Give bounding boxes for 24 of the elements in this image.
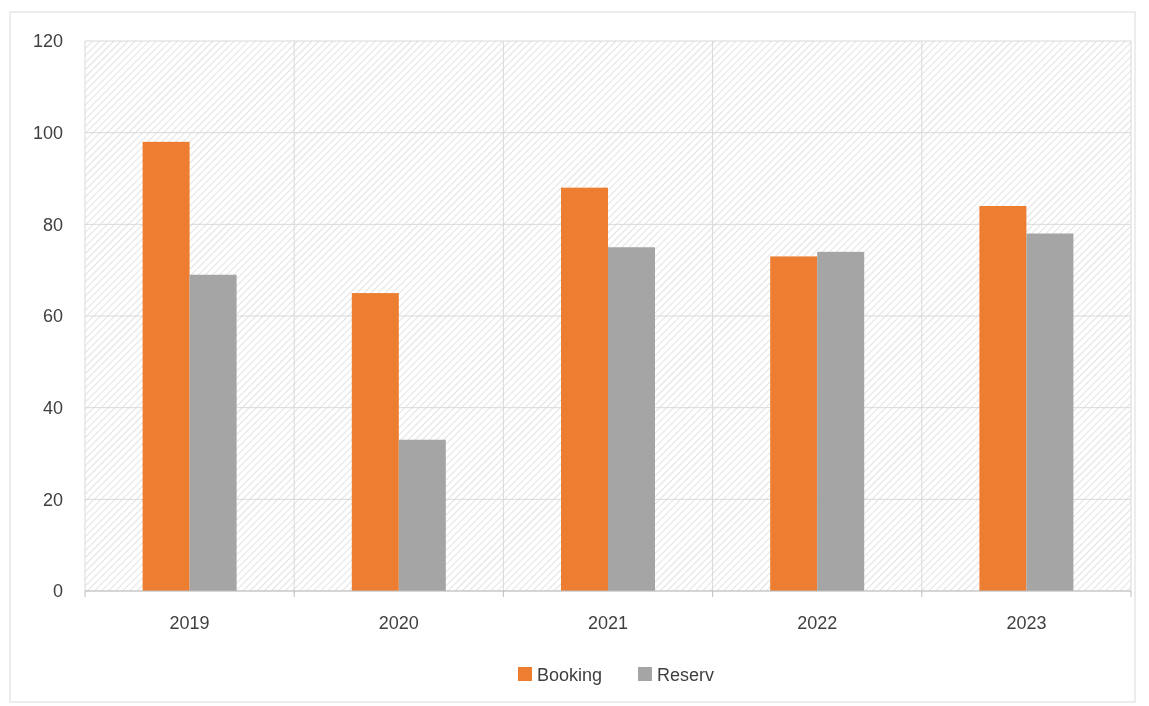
y-tick-label: 60: [42, 306, 63, 327]
bar: [142, 141, 190, 591]
bar: [979, 206, 1027, 591]
y-tick-label: 100: [32, 122, 63, 143]
bar: [1026, 233, 1074, 591]
legend-label: Booking: [537, 665, 603, 686]
bar: [608, 247, 655, 591]
y-tick-label: 0: [52, 581, 63, 602]
bar: [351, 293, 399, 591]
y-tick-label: 80: [42, 214, 63, 235]
y-tick-label: 20: [42, 489, 63, 510]
y-tick-label: 120: [32, 31, 63, 52]
x-tick-label: 2021: [587, 613, 629, 633]
bar: [770, 256, 818, 591]
bar: [398, 439, 446, 591]
y-tick-label: 40: [42, 397, 63, 418]
x-tick-label: 2022: [797, 613, 838, 633]
bar: [189, 274, 237, 591]
legend-label: Reserv: [657, 665, 715, 686]
x-tick-label: 2020: [378, 613, 419, 633]
x-tick-label: 2019: [169, 613, 210, 633]
bar: [817, 251, 865, 591]
x-tick-label: 2023: [1006, 613, 1047, 633]
bar: [561, 187, 608, 591]
